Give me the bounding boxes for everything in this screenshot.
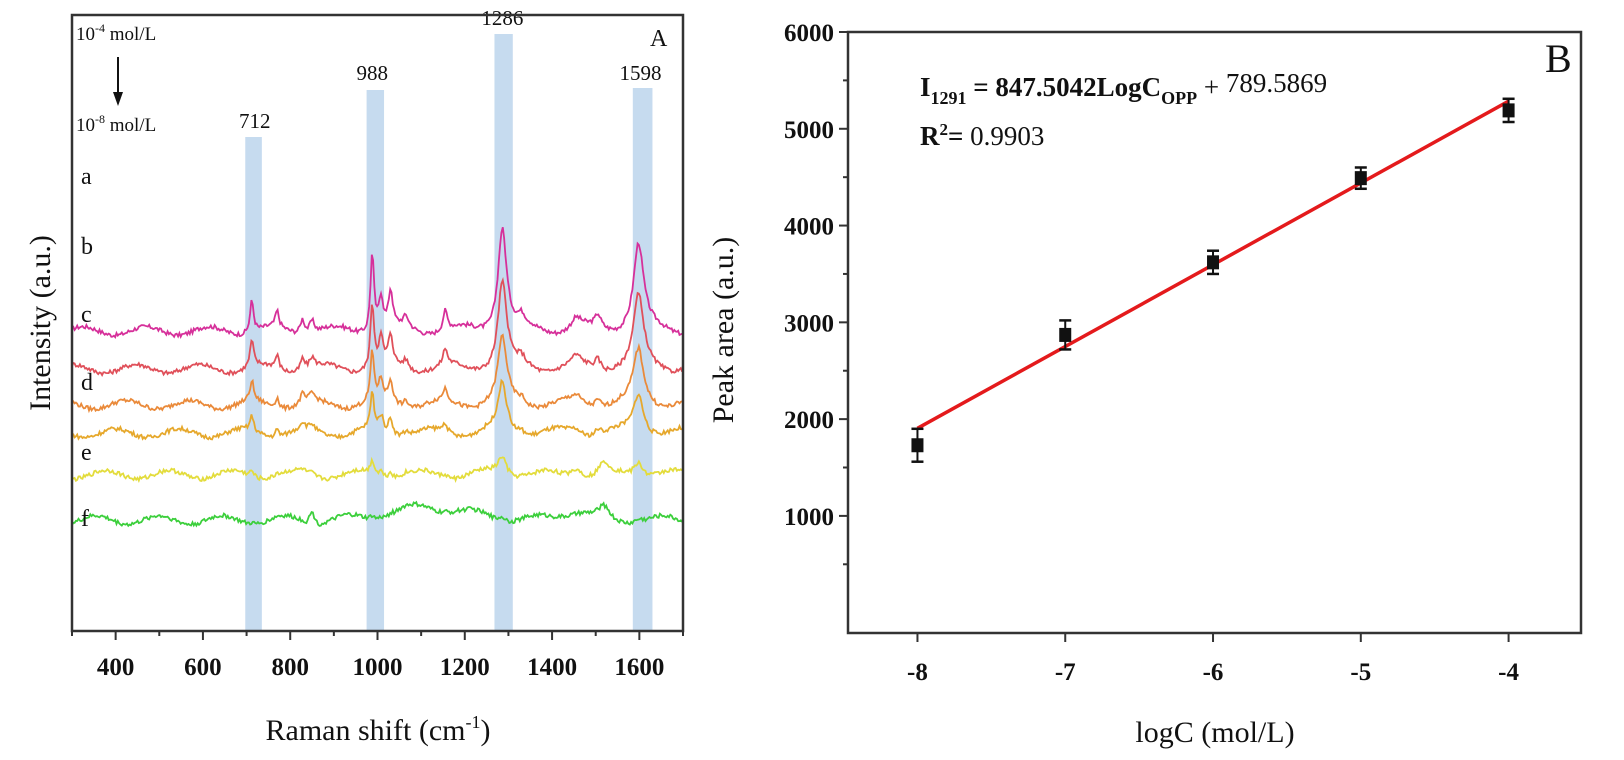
- concentration-bottom-label: 10-8 mol/L: [76, 112, 156, 136]
- x-axis-ticks: -8 -7 -6 -5 -4: [907, 633, 1519, 686]
- x-tick-label-1400: 1400: [527, 654, 577, 681]
- highlight-band-1598: [632, 88, 653, 630]
- trace-label-f: f: [81, 506, 89, 532]
- data-point: [911, 427, 924, 463]
- x-tick-label-1600: 1600: [614, 654, 664, 681]
- highlight-bands: 712 988 1286 1598: [239, 6, 661, 630]
- r-squared-line: R2= 0.9903: [920, 120, 1044, 151]
- panel-a-raman-spectra: 712 988 1286 1598 a b c d e f 400 600 800 1000 1200 1…: [24, 6, 685, 747]
- spectrum-trace-d: [71, 378, 683, 441]
- panel-b-calibration: 1000 2000 3000 4000 5000 6000 -8 -7 -6 -5 -4 B I1…: [707, 20, 1583, 749]
- trace-label-a: a: [81, 164, 92, 190]
- down-arrow-icon: [113, 57, 123, 106]
- spectrum-trace-a: [71, 226, 683, 340]
- spectrum-trace-b: [71, 276, 683, 378]
- y-tick-label-6000: 6000: [784, 20, 834, 47]
- square-marker: [1502, 103, 1515, 118]
- x-tick-label-600: 600: [184, 654, 222, 681]
- data-points: [911, 97, 1515, 463]
- peak-label-1598: 1598: [619, 61, 661, 85]
- trace-label-d: d: [81, 370, 93, 396]
- square-marker: [911, 438, 924, 453]
- x-tick-label--6: -6: [1203, 659, 1224, 686]
- regression-equation: I1291 = 847.5042LogCOPP + 789.5869 R2= 0…: [920, 68, 1327, 151]
- x-axis-title: Raman shift (cm-1): [266, 712, 491, 747]
- x-axis-ticks: 400 600 800 1000 1200 1400 1600: [71, 631, 684, 681]
- equation-line: I1291 = 847.5042LogCOPP + 789.5869: [920, 68, 1327, 108]
- y-axis-title: Intensity (a.u.): [24, 235, 57, 411]
- x-tick-label-1200: 1200: [440, 654, 490, 681]
- square-marker: [1354, 171, 1367, 186]
- spectrum-trace-f: [71, 500, 683, 528]
- trace-label-c: c: [81, 302, 92, 328]
- panel-label-b: B: [1545, 36, 1572, 81]
- x-axis-title: logC (mol/L): [1135, 716, 1294, 749]
- data-point: [1502, 97, 1515, 124]
- y-tick-label-5000: 5000: [784, 117, 834, 144]
- x-tick-label--8: -8: [907, 659, 928, 686]
- panel-b-frame: [846, 30, 1583, 635]
- highlight-band-1286: [494, 34, 513, 630]
- highlight-band-988: [366, 90, 385, 630]
- trace-label-b: b: [81, 234, 93, 260]
- peak-label-712: 712: [239, 109, 271, 133]
- data-point: [1059, 319, 1072, 351]
- square-marker: [1207, 255, 1220, 270]
- peak-label-988: 988: [357, 61, 389, 85]
- concentration-top-label: 10-4 mol/L: [76, 21, 156, 45]
- spectrum-trace-e: [71, 456, 683, 483]
- panel-label-a: A: [650, 26, 668, 52]
- y-tick-label-2000: 2000: [784, 407, 834, 434]
- spectra-traces: a b c d e f: [71, 164, 683, 532]
- trace-label-e: e: [81, 440, 92, 466]
- peak-label-1286: 1286: [481, 6, 523, 30]
- concentration-annotation: 10-4 mol/L 10-8 mol/L: [76, 21, 156, 136]
- square-marker: [1059, 327, 1072, 342]
- y-tick-label-1000: 1000: [784, 504, 834, 531]
- x-tick-label--4: -4: [1498, 659, 1519, 686]
- y-tick-label-4000: 4000: [784, 214, 834, 241]
- y-axis-ticks: 1000 2000 3000 4000 5000 6000: [784, 20, 848, 566]
- y-tick-label-3000: 3000: [784, 310, 834, 337]
- x-tick-label--5: -5: [1350, 659, 1371, 686]
- x-tick-label-800: 800: [271, 654, 309, 681]
- x-tick-label--7: -7: [1055, 659, 1076, 686]
- spectrum-trace-c: [71, 333, 683, 414]
- x-tick-label-400: 400: [97, 654, 135, 681]
- data-point: [1207, 249, 1220, 276]
- x-tick-label-1000: 1000: [353, 654, 403, 681]
- data-point: [1354, 166, 1367, 191]
- y-axis-title: Peak area (a.u.): [707, 237, 740, 424]
